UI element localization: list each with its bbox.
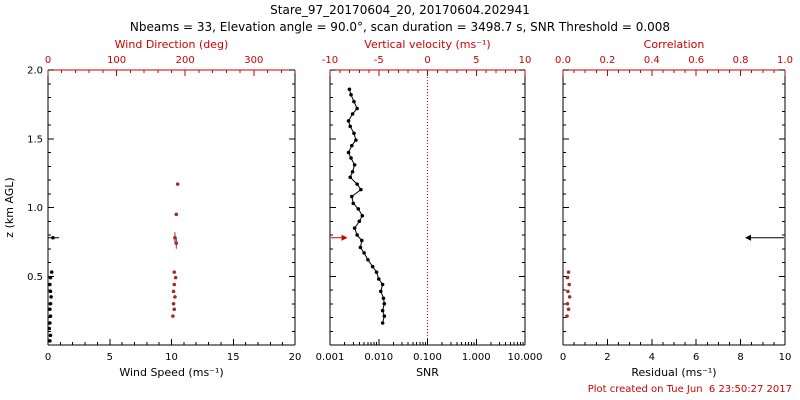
correlation-points bbox=[565, 270, 572, 318]
axis-text: 0.001 bbox=[316, 352, 345, 363]
axis-text: 5 bbox=[107, 352, 113, 363]
axis-text: 0.6 bbox=[688, 55, 704, 66]
axis-text: 0.100 bbox=[413, 352, 442, 363]
axis-text: Wind Direction (deg) bbox=[115, 38, 229, 51]
axis-text: Residual (ms⁻¹) bbox=[631, 366, 716, 379]
axis-text: 0.8 bbox=[733, 55, 749, 66]
axis-text: 300 bbox=[244, 55, 263, 66]
axis-text: 1.0 bbox=[27, 203, 43, 214]
axis-text: 0.2 bbox=[599, 55, 615, 66]
axis-text: 20 bbox=[289, 352, 302, 363]
axis-text: 0 bbox=[560, 352, 566, 363]
axis-text: 4 bbox=[649, 352, 655, 363]
axis-text: 0 bbox=[45, 55, 51, 66]
residual-panel: 0 2 4 6 8 10 0.0 0.2 0.4 0.6 0.8 1.0 Residual (ms⁻¹)… bbox=[555, 38, 793, 379]
axis-text: 10 bbox=[519, 55, 532, 66]
axis-text: 10.000 bbox=[508, 352, 543, 363]
axis-text: Vertical velocity (ms⁻¹) bbox=[364, 38, 490, 51]
axis-text: 0.4 bbox=[644, 55, 660, 66]
axis-text: 1.000 bbox=[462, 352, 491, 363]
axis-text: 10 bbox=[779, 352, 792, 363]
axis-text: 1.5 bbox=[27, 134, 43, 145]
axis-text: 6 bbox=[693, 352, 699, 363]
axis-text: 0.5 bbox=[27, 272, 43, 283]
axis-text: 5 bbox=[473, 55, 479, 66]
axis-text: 0 bbox=[45, 352, 51, 363]
axis-text: z (km AGL) bbox=[3, 177, 16, 237]
plot-subtitle: Nbeams = 33, Elevation angle = 90.0°, sc… bbox=[129, 20, 671, 34]
plot-timestamp: Plot created on Tue Jun 6 23:50:27 2017 bbox=[587, 384, 792, 395]
plot-title: Stare_97_20170604_20, 20170604.202941 bbox=[270, 3, 530, 17]
wind-direction-points bbox=[171, 182, 180, 318]
axis-text: 2 bbox=[604, 352, 610, 363]
snr-profile bbox=[346, 87, 387, 325]
axis-text: 100 bbox=[107, 55, 126, 66]
axis-text: -10 bbox=[322, 55, 338, 66]
axis-text: 200 bbox=[176, 55, 195, 66]
vertical-velocity-offscale-arrow bbox=[331, 234, 348, 241]
axis-text: 0 bbox=[424, 55, 430, 66]
axis-text: -5 bbox=[374, 55, 384, 66]
axis-text: Wind Speed (ms⁻¹) bbox=[119, 366, 223, 379]
wind-speed-points bbox=[47, 235, 55, 343]
axis-text: 15 bbox=[227, 352, 240, 363]
axis-text: 0.010 bbox=[364, 352, 393, 363]
axis-text: Correlation bbox=[644, 38, 705, 51]
axis-text: 0.0 bbox=[555, 55, 571, 66]
axis-text: SNR bbox=[416, 366, 439, 379]
axis-text: 1.0 bbox=[777, 55, 793, 66]
snr-panel: 0.001 0.010 0.100 1.000 10.000 -10 -5 0 5 10 SNR Ve… bbox=[316, 38, 543, 379]
axis-text: 8 bbox=[737, 352, 743, 363]
residual-offscale-arrow bbox=[745, 234, 784, 241]
axis-text: 10 bbox=[165, 352, 178, 363]
axis-text: 2.0 bbox=[27, 66, 43, 77]
